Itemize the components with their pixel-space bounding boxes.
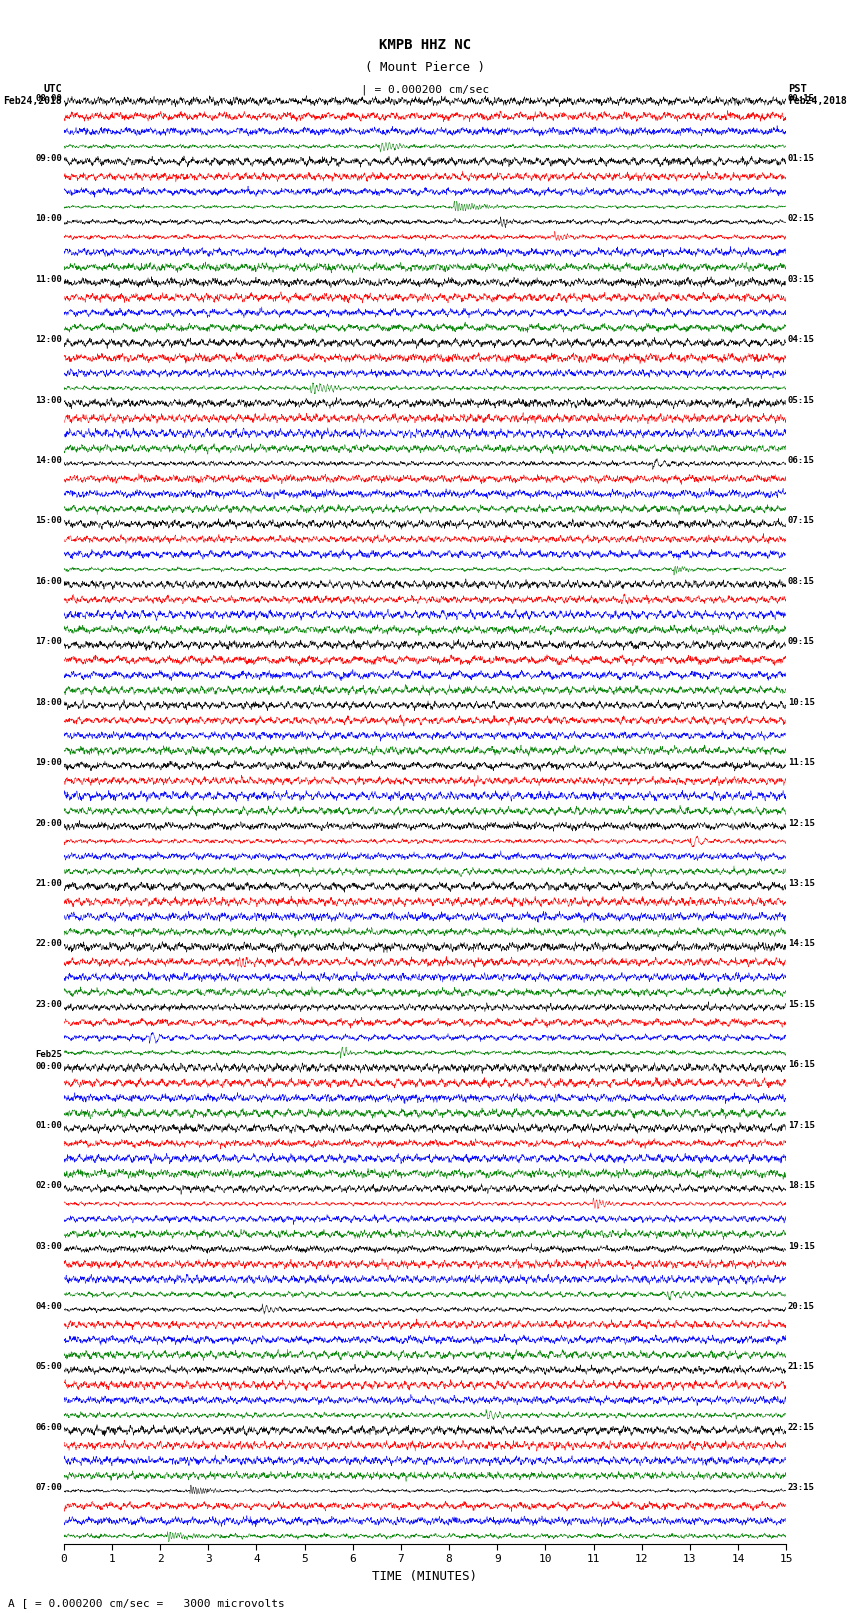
Text: 22:00: 22:00 — [36, 939, 62, 948]
Text: 23:00: 23:00 — [36, 1000, 62, 1008]
Text: 07:00: 07:00 — [36, 1484, 62, 1492]
Text: 23:15: 23:15 — [788, 1484, 814, 1492]
Text: 01:15: 01:15 — [788, 153, 814, 163]
Text: 15:00: 15:00 — [36, 516, 62, 526]
Text: 09:15: 09:15 — [788, 637, 814, 647]
Text: 09:00: 09:00 — [36, 153, 62, 163]
Text: 00:15: 00:15 — [788, 94, 814, 103]
Text: 17:00: 17:00 — [36, 637, 62, 647]
Text: ( Mount Pierce ): ( Mount Pierce ) — [365, 61, 485, 74]
Text: 08:00: 08:00 — [36, 94, 62, 103]
Text: 07:15: 07:15 — [788, 516, 814, 526]
Text: 21:15: 21:15 — [788, 1363, 814, 1371]
Text: Feb25: Feb25 — [36, 1050, 62, 1058]
Text: 20:00: 20:00 — [36, 819, 62, 827]
Text: 03:15: 03:15 — [788, 274, 814, 284]
Text: 16:00: 16:00 — [36, 577, 62, 586]
Text: 21:00: 21:00 — [36, 879, 62, 889]
Text: 22:15: 22:15 — [788, 1423, 814, 1432]
Text: Feb24,2018: Feb24,2018 — [788, 97, 847, 106]
Text: 14:15: 14:15 — [788, 939, 814, 948]
Text: 11:15: 11:15 — [788, 758, 814, 768]
Text: 10:15: 10:15 — [788, 698, 814, 706]
Text: 13:00: 13:00 — [36, 395, 62, 405]
Text: 06:00: 06:00 — [36, 1423, 62, 1432]
Text: 03:00: 03:00 — [36, 1242, 62, 1250]
Text: KMPB HHZ NC: KMPB HHZ NC — [379, 37, 471, 52]
Text: 02:00: 02:00 — [36, 1181, 62, 1190]
X-axis label: TIME (MINUTES): TIME (MINUTES) — [372, 1569, 478, 1582]
Text: 00:00: 00:00 — [36, 1061, 62, 1071]
Text: 05:15: 05:15 — [788, 395, 814, 405]
Text: UTC: UTC — [43, 84, 62, 94]
Text: 05:00: 05:00 — [36, 1363, 62, 1371]
Text: 14:00: 14:00 — [36, 456, 62, 465]
Text: | = 0.000200 cm/sec: | = 0.000200 cm/sec — [361, 84, 489, 95]
Text: A [ = 0.000200 cm/sec =   3000 microvolts: A [ = 0.000200 cm/sec = 3000 microvolts — [8, 1598, 286, 1608]
Text: 08:15: 08:15 — [788, 577, 814, 586]
Text: 12:00: 12:00 — [36, 336, 62, 344]
Text: 20:15: 20:15 — [788, 1302, 814, 1311]
Text: 06:15: 06:15 — [788, 456, 814, 465]
Text: 02:15: 02:15 — [788, 215, 814, 223]
Text: 16:15: 16:15 — [788, 1060, 814, 1069]
Text: 10:00: 10:00 — [36, 215, 62, 223]
Text: 11:00: 11:00 — [36, 274, 62, 284]
Text: 18:15: 18:15 — [788, 1181, 814, 1190]
Text: 18:00: 18:00 — [36, 698, 62, 706]
Text: 17:15: 17:15 — [788, 1121, 814, 1129]
Text: 19:00: 19:00 — [36, 758, 62, 768]
Text: PST: PST — [788, 84, 807, 94]
Text: 15:15: 15:15 — [788, 1000, 814, 1008]
Text: 13:15: 13:15 — [788, 879, 814, 889]
Text: 04:00: 04:00 — [36, 1302, 62, 1311]
Text: 04:15: 04:15 — [788, 336, 814, 344]
Text: 01:00: 01:00 — [36, 1121, 62, 1129]
Text: Feb24,2018: Feb24,2018 — [3, 97, 62, 106]
Text: 19:15: 19:15 — [788, 1242, 814, 1250]
Text: 12:15: 12:15 — [788, 819, 814, 827]
